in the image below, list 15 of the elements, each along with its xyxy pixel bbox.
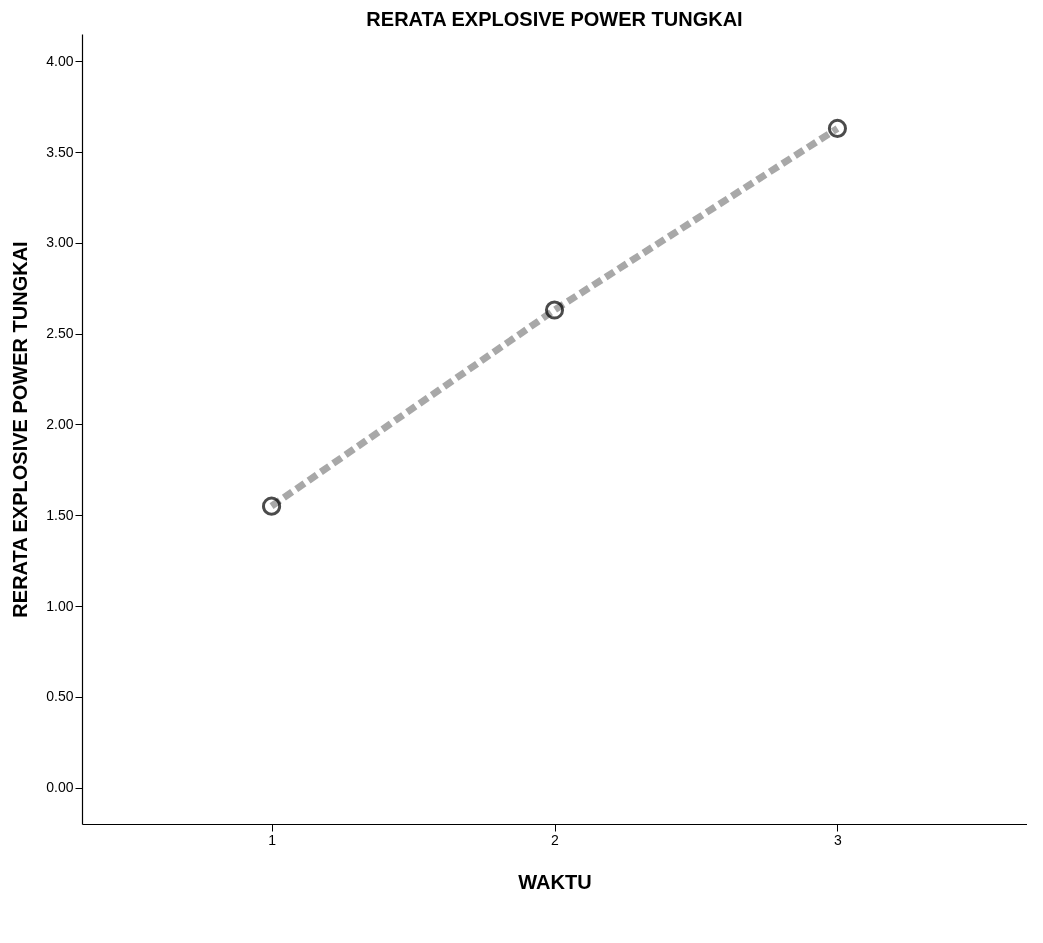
y-tick-label: 0.00 — [46, 779, 74, 796]
y-tick-label: 2.00 — [46, 415, 74, 432]
x-tick-label: 2 — [551, 831, 560, 848]
y-axis-title: RERATA EXPLOSIVE POWER TUNGKAI — [9, 241, 32, 618]
y-tick-label: 3.50 — [46, 143, 74, 160]
y-tick-label: 2.50 — [46, 325, 74, 342]
y-tick-label: 4.00 — [46, 52, 74, 69]
y-tick-label: 0.50 — [46, 688, 74, 705]
y-tick-label: 3.00 — [46, 234, 74, 251]
x-axis-title: WAKTU — [518, 870, 592, 893]
x-tick-label: 1 — [268, 831, 277, 848]
x-tick-label: 3 — [834, 831, 843, 848]
y-tick-label: 1.00 — [46, 597, 74, 614]
chart-title: RERATA EXPLOSIVE POWER TUNGKAI — [366, 8, 743, 30]
y-tick-label: 1.50 — [46, 506, 74, 523]
